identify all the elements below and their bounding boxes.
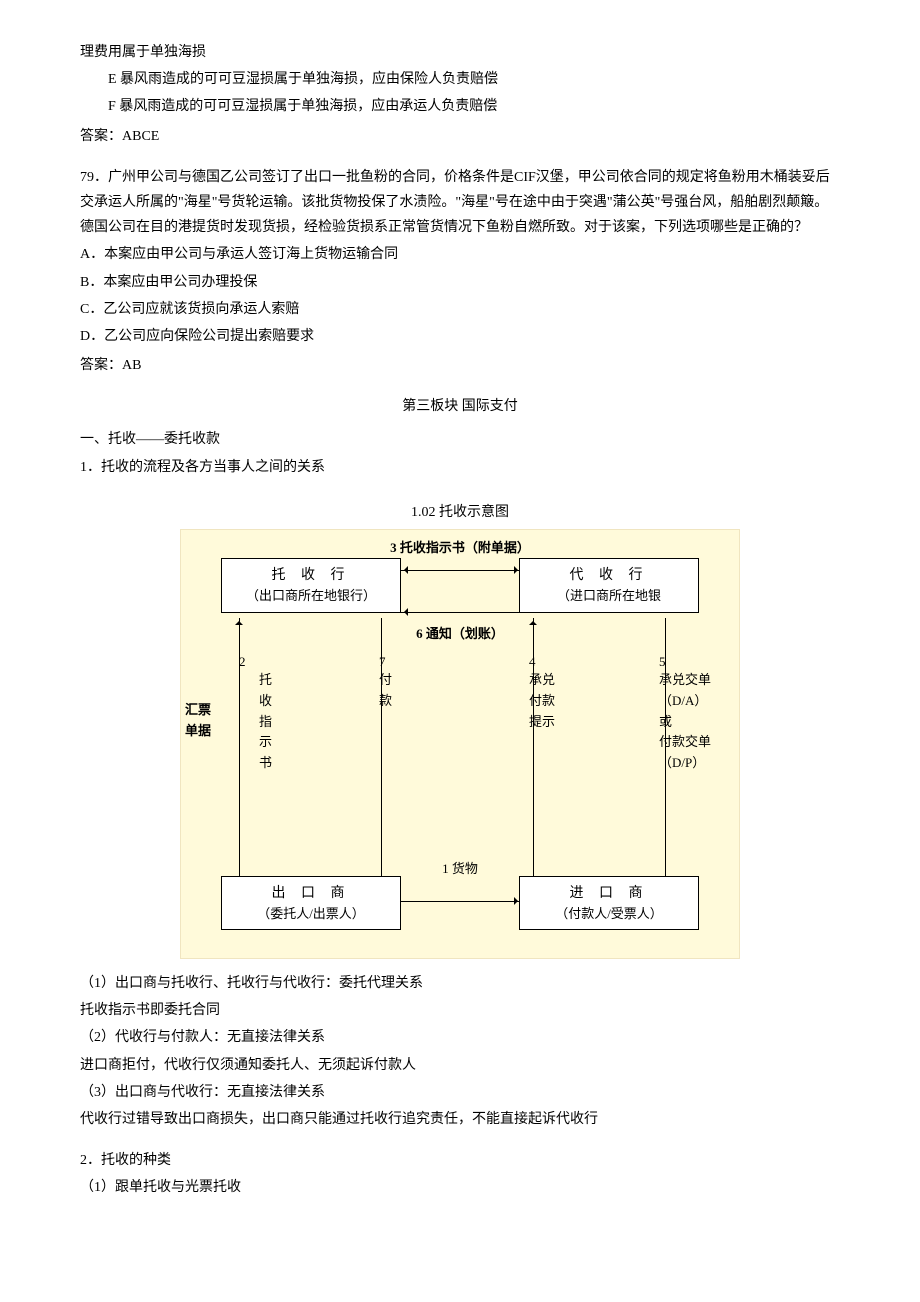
item2-sub1: （1）跟单托收与光票托收 (80, 1175, 840, 1200)
left-side-label: 汇票 单据 (185, 700, 211, 742)
explain-p2b: 进口商拒付，代收行仅须通知委托人、无须起诉付款人 (80, 1053, 840, 1078)
explain-p3: （3）出口商与代收行：无直接法律关系 (80, 1080, 840, 1105)
col5-l0: 承兑交单 (659, 670, 711, 691)
col4-l0: 承兑 (529, 670, 555, 691)
importer-title: 进 口 商 (530, 883, 688, 904)
col7-text: 付 款 (379, 670, 392, 712)
q79-opt-c: C．乙公司应就该货损向承运人索赔 (80, 297, 840, 322)
explain-p3b: 代收行过错导致出口商损失，出口商只能通过托收行追究责任，不能直接起诉代收行 (80, 1107, 840, 1132)
q79-opt-b: B．本案应由甲公司办理投保 (80, 270, 840, 295)
section-3-heading: 一、托收——委托收款 (80, 427, 840, 452)
col2-l0: 托 (259, 670, 272, 691)
answer-78: 答案：ABCE (80, 124, 840, 149)
exporter-title: 出 口 商 (232, 883, 390, 904)
answer-79: 答案：AB (80, 353, 840, 378)
box-exporter: 出 口 商 （委托人/出票人） (221, 876, 401, 931)
explain-p2: （2）代收行与付款人：无直接法律关系 (80, 1025, 840, 1050)
option-f: F 暴风雨造成的可可豆湿损属于单独海损，应由承运人负责赔偿 (80, 94, 840, 119)
arrow-notify (401, 612, 521, 613)
collecting-bank-title: 托 收 行 (232, 565, 390, 586)
q79-stem: 79．广州甲公司与德国乙公司签订了出口一批鱼粉的合同，价格条件是CIF汉堡，甲公… (80, 165, 840, 241)
col5-l3: 付款交单 (659, 732, 711, 753)
box-collecting-bank: 托 收 行 （出口商所在地银行） (221, 558, 401, 613)
col5-l2: 或 (659, 712, 711, 733)
col4-text: 承兑 付款 提示 (529, 670, 555, 732)
left-side-2: 单据 (185, 721, 211, 742)
exporter-sub: （委托人/出票人） (232, 904, 390, 924)
importer-sub: （付款人/受票人） (530, 904, 688, 924)
item2-heading: 2．托收的种类 (80, 1148, 840, 1173)
col5-text: 承兑交单 （D/A） 或 付款交单 （D/P） (659, 670, 711, 774)
col2-text: 托 收 指 示 书 (259, 670, 272, 774)
top-arrow-label: 3 托收指示书（附单据） (181, 536, 739, 559)
preface-line: 理费用属于单独海损 (80, 40, 840, 65)
section-3-item1: 1．托收的流程及各方当事人之间的关系 (80, 455, 840, 480)
diagram-title: 1.02 托收示意图 (80, 500, 840, 525)
arrow-goods (401, 901, 521, 902)
remitting-bank-title: 代 收 行 (530, 565, 688, 586)
arrow-instruction-r (401, 570, 521, 571)
col2-num: 2 (239, 650, 246, 673)
col2-l1: 收 (259, 691, 272, 712)
option-e: E 暴风雨造成的可可豆湿损属于单独海损，应由保险人负责赔偿 (80, 67, 840, 92)
col4-l2: 提示 (529, 712, 555, 733)
col2-l3: 示 (259, 732, 272, 753)
col4-l1: 付款 (529, 691, 555, 712)
box-remitting-bank: 代 收 行 （进口商所在地银 (519, 558, 699, 613)
col2-l4: 书 (259, 753, 272, 774)
mid-arrow-label: 6 通知（划账） (181, 622, 739, 645)
explain-p1b: 托收指示书即委托合同 (80, 998, 840, 1023)
explain-p1: （1）出口商与托收行、托收行与代收行：委托代理关系 (80, 971, 840, 996)
collecting-bank-sub: （出口商所在地银行） (232, 586, 390, 606)
q79-opt-d: D．乙公司应向保险公司提出索赔要求 (80, 324, 840, 349)
box-importer: 进 口 商 （付款人/受票人） (519, 876, 699, 931)
collection-flowchart: 3 托收指示书（附单据） 托 收 行 （出口商所在地银行） 代 收 行 （进口商… (180, 529, 740, 959)
col2-l2: 指 (259, 712, 272, 733)
left-side-1: 汇票 (185, 700, 211, 721)
col5-l1: （D/A） (659, 691, 711, 712)
col7-l0: 付 (379, 670, 392, 691)
q79-opt-a: A．本案应由甲公司与承运人签订海上货物运输合同 (80, 242, 840, 267)
col5-l4: （D/P） (659, 753, 711, 774)
remitting-bank-sub: （进口商所在地银 (530, 586, 688, 606)
section-3-title: 第三板块 国际支付 (80, 394, 840, 419)
col7-l1: 款 (379, 691, 392, 712)
